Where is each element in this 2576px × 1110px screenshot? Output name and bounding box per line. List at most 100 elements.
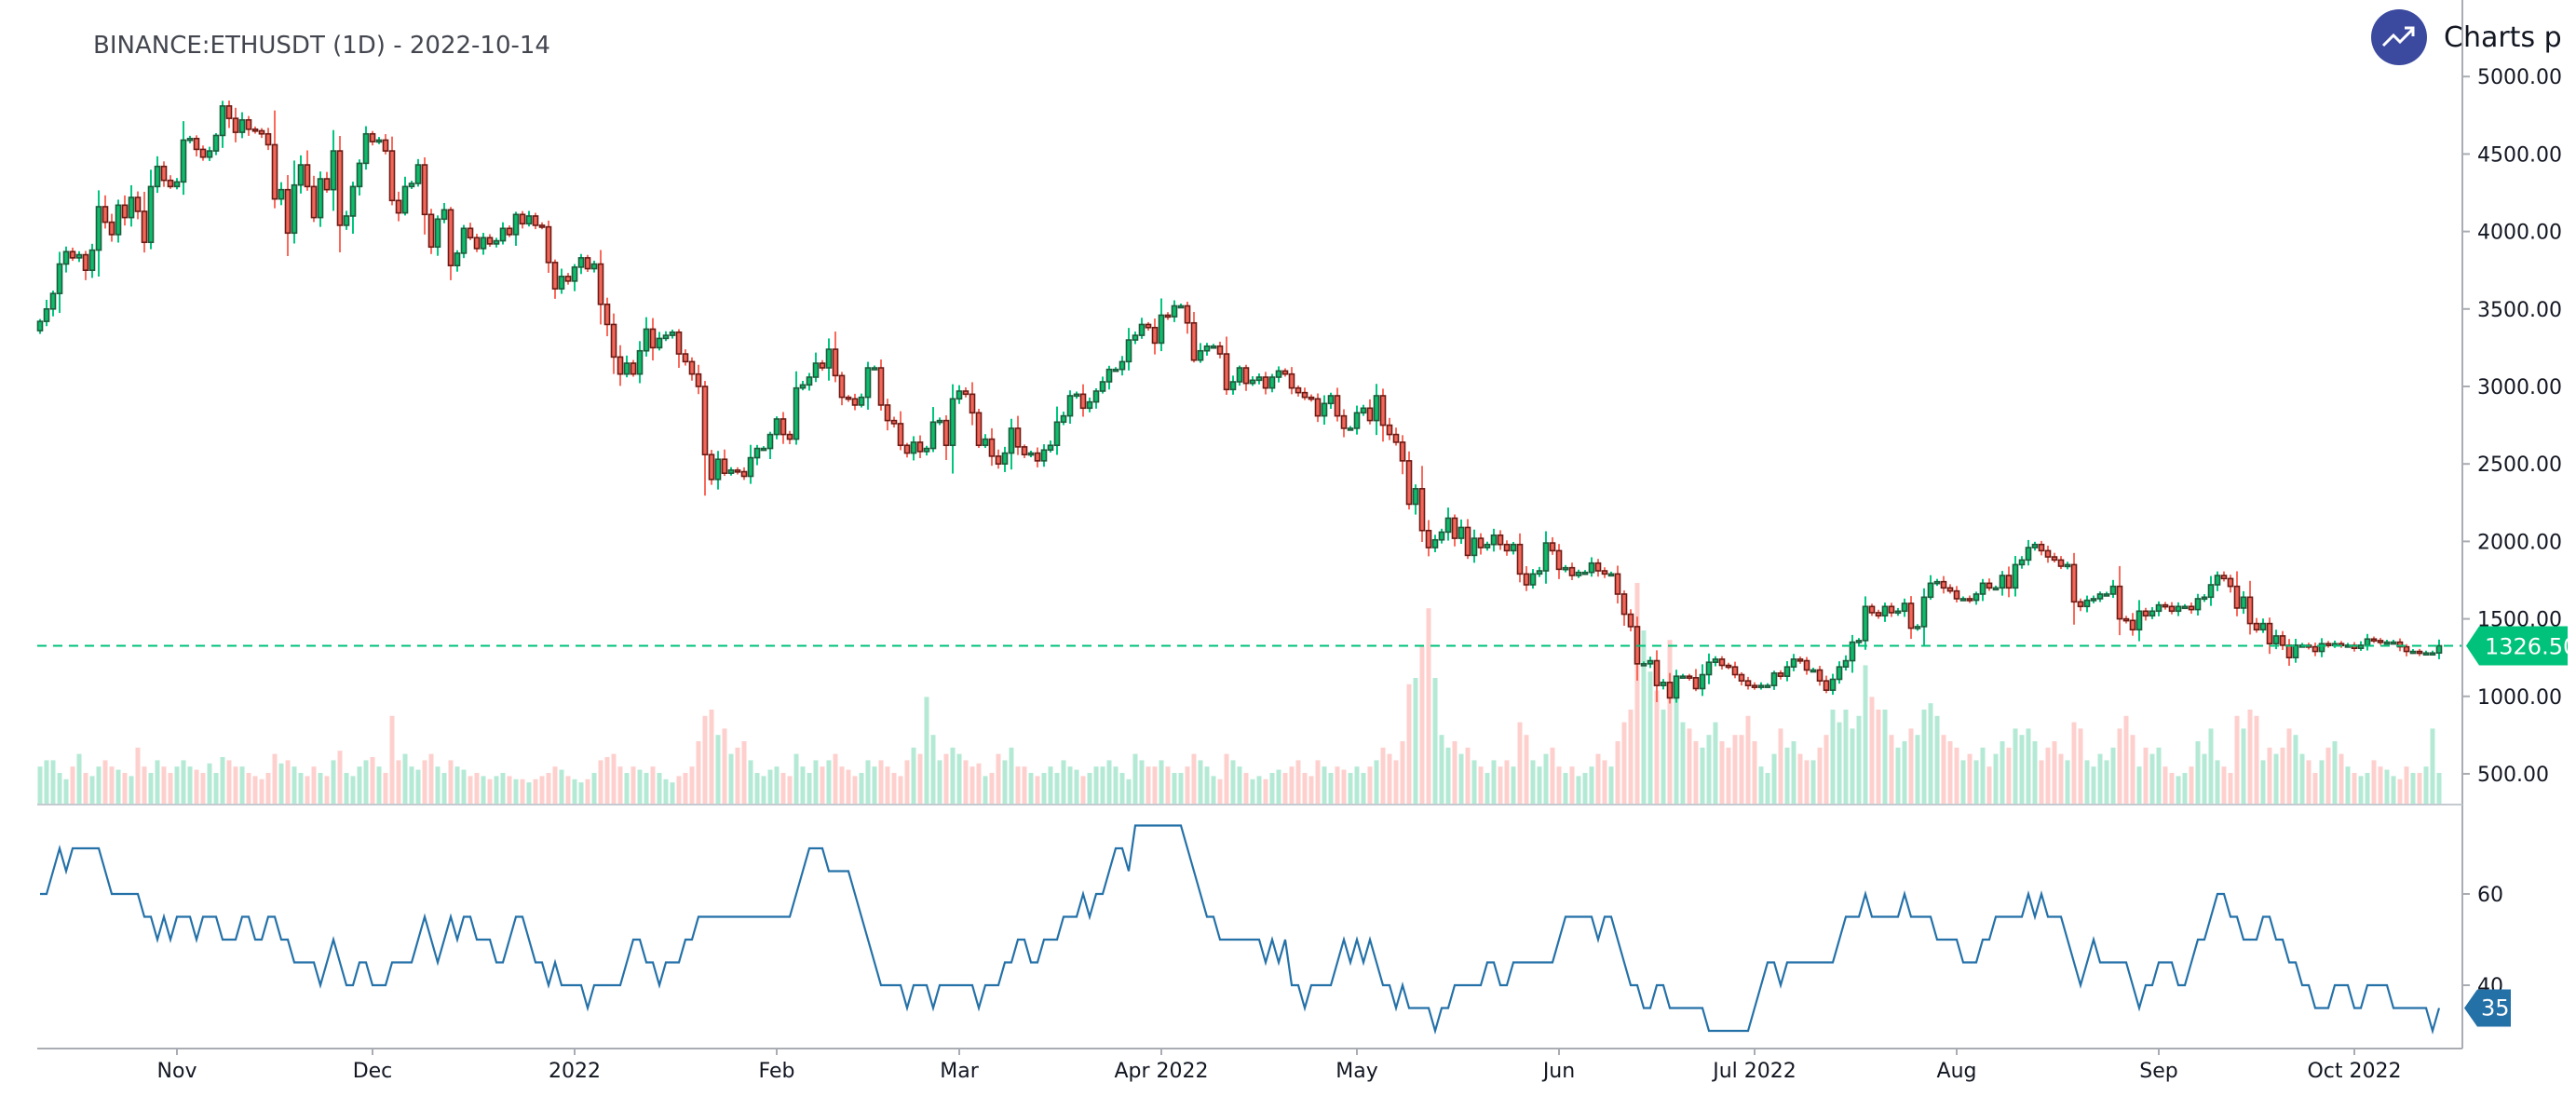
candle-body bbox=[2018, 559, 2026, 566]
volume-bar bbox=[839, 766, 845, 805]
volume-bar bbox=[1543, 753, 1549, 805]
volume-bar bbox=[520, 778, 525, 805]
candle-body bbox=[2057, 559, 2065, 567]
candle-body bbox=[636, 349, 644, 375]
volume-bar bbox=[1902, 741, 1907, 805]
volume-bar bbox=[1615, 741, 1620, 805]
volume-bar bbox=[533, 778, 538, 805]
candle-body bbox=[1862, 605, 1869, 642]
candle-body bbox=[1901, 602, 1908, 613]
candle-body bbox=[936, 419, 943, 424]
volume-bar bbox=[630, 766, 636, 805]
volume-bar bbox=[1471, 760, 1477, 805]
volume-bar bbox=[1022, 766, 1027, 805]
candle-body bbox=[2044, 549, 2052, 558]
candle-body bbox=[2155, 603, 2162, 613]
candle-body bbox=[421, 164, 428, 216]
volume-bar bbox=[1445, 747, 1451, 805]
candle-body bbox=[160, 165, 168, 182]
candle-body bbox=[682, 353, 689, 363]
volume-bar bbox=[1837, 722, 1842, 805]
volume-bar bbox=[2273, 753, 2279, 805]
volume-bar bbox=[318, 773, 323, 805]
candle-body bbox=[141, 210, 148, 244]
candle-body bbox=[819, 362, 826, 369]
candle-body bbox=[525, 215, 533, 225]
candle-body bbox=[1770, 672, 1778, 686]
volume-bar bbox=[2423, 766, 2429, 805]
volume-bar bbox=[2039, 760, 2044, 805]
volume-bar bbox=[76, 753, 82, 805]
volume-bar bbox=[2358, 776, 2364, 805]
volume-bar bbox=[2013, 728, 2018, 805]
candle-body bbox=[1451, 517, 1458, 539]
volume-bar bbox=[226, 760, 232, 805]
volume-bar bbox=[409, 766, 414, 805]
volume-bar bbox=[2436, 773, 2442, 805]
candle-body bbox=[760, 447, 767, 452]
candle-body bbox=[512, 213, 520, 236]
volume-bar bbox=[983, 776, 988, 805]
volume-bar bbox=[2325, 747, 2331, 805]
volume-bar bbox=[1256, 776, 1262, 805]
candle-body bbox=[1203, 345, 1211, 352]
candle-body bbox=[2129, 619, 2136, 631]
candle-body bbox=[206, 150, 213, 158]
candle-body bbox=[1223, 353, 1230, 391]
volume-bar bbox=[1876, 710, 1881, 805]
volume-bar bbox=[1993, 753, 1999, 805]
candle-body bbox=[108, 221, 115, 236]
volume-bar bbox=[1661, 710, 1666, 805]
candle-body bbox=[2312, 645, 2319, 653]
volume-bar bbox=[1687, 728, 1692, 805]
candle-body bbox=[388, 150, 396, 202]
volume-bar bbox=[904, 760, 910, 805]
candle-body bbox=[1412, 488, 1419, 506]
candle-body bbox=[1275, 370, 1282, 378]
volume-bar bbox=[1954, 747, 1959, 805]
candle-body bbox=[1132, 334, 1139, 341]
volume-bar bbox=[1198, 760, 1203, 805]
candle-body bbox=[2253, 622, 2260, 631]
volume-bar bbox=[657, 773, 662, 805]
candle-body bbox=[232, 117, 239, 133]
candle-body bbox=[1647, 659, 1654, 665]
candle-body bbox=[988, 438, 996, 457]
volume-bar bbox=[2052, 741, 2057, 805]
candle-body bbox=[480, 237, 487, 250]
volume-bar bbox=[1967, 753, 1973, 805]
candle-body bbox=[454, 252, 461, 267]
volume-bar bbox=[435, 766, 441, 805]
candle-body bbox=[1301, 391, 1308, 399]
volume-bar bbox=[507, 776, 512, 805]
candle-body bbox=[2403, 645, 2410, 653]
volume-bar bbox=[461, 769, 467, 805]
volume-bar bbox=[559, 769, 564, 805]
volume-bar bbox=[1706, 735, 1712, 805]
candle-body bbox=[858, 396, 865, 406]
candle-body bbox=[1334, 395, 1341, 417]
volume-bar bbox=[1269, 773, 1275, 805]
candle-body bbox=[2207, 584, 2215, 599]
volume-bar bbox=[1791, 741, 1796, 805]
candle-body bbox=[564, 276, 572, 282]
candle-body bbox=[2188, 605, 2195, 611]
volume-bar bbox=[1556, 766, 1562, 805]
candle-body bbox=[1021, 446, 1028, 456]
volume-bar bbox=[194, 769, 199, 805]
time-tick-label: May bbox=[1335, 1060, 1377, 1083]
candle-body bbox=[219, 105, 226, 137]
volume-bar bbox=[2071, 722, 2077, 805]
candle-body bbox=[1692, 677, 1700, 690]
candle-body bbox=[773, 418, 780, 436]
candle-body bbox=[1281, 370, 1289, 375]
volume-bar bbox=[1374, 760, 1379, 805]
candle-body bbox=[2279, 635, 2286, 646]
volume-bar bbox=[683, 773, 688, 805]
candle-body bbox=[1738, 673, 1745, 682]
candle-body bbox=[1321, 402, 1328, 417]
candle-body bbox=[688, 360, 696, 375]
candle-body bbox=[1308, 396, 1315, 400]
volume-bar bbox=[1080, 776, 1086, 805]
